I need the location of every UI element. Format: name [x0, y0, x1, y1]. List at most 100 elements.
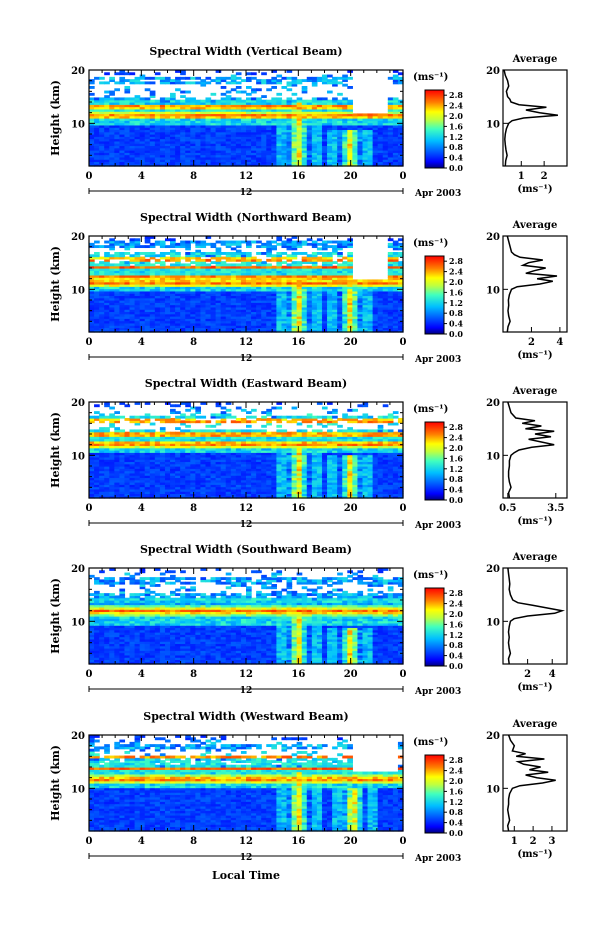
- x-tick-label: 8: [190, 337, 197, 348]
- panel-title: Spectral Width (Southward Beam): [140, 543, 352, 556]
- avg-x-label: (ms⁻¹): [517, 516, 552, 527]
- panel-3: Spectral Width (Eastward Beam)1020Height…: [49, 377, 567, 531]
- colorbar-tick-label: 1.2: [449, 797, 463, 807]
- avg-x-tick-label: 0.5: [499, 503, 516, 514]
- colorbar: [425, 90, 444, 168]
- x-tick-label: 0: [86, 171, 93, 182]
- x-tick-label: 0: [86, 337, 93, 348]
- colorbar-tick-label: 1.6: [449, 453, 463, 463]
- colorbar-tick-label: 2.8: [449, 588, 463, 598]
- x-tick-label: 4: [138, 337, 145, 348]
- avg-y-tick-label: 10: [486, 617, 500, 628]
- colorbar-tick-label: 2.8: [449, 422, 463, 432]
- noon-label: 12: [240, 686, 253, 696]
- colorbar-tick-label: 2.4: [449, 267, 463, 277]
- x-tick-label: 8: [190, 503, 197, 514]
- avg-x-tick-label: 2: [541, 171, 548, 182]
- colorbar-tick-label: 2.4: [449, 101, 463, 111]
- avg-x-tick-label: 4: [549, 669, 556, 680]
- colorbar-tick-label: 1.6: [449, 786, 463, 796]
- x-tick-label: 16: [291, 171, 305, 182]
- x-tick-label: 0: [400, 337, 407, 348]
- x-tick-label: 20: [344, 836, 358, 847]
- avg-x-tick-label: 4: [556, 337, 563, 348]
- y-axis-label: Height (km): [49, 80, 62, 156]
- x-tick-label: 16: [291, 669, 305, 680]
- x-tick-label: 4: [138, 836, 145, 847]
- average-frame: [503, 402, 567, 498]
- avg-x-label: (ms⁻¹): [517, 682, 552, 693]
- x-tick-label: 0: [86, 503, 93, 514]
- y-tick-label: 10: [71, 451, 85, 462]
- colorbar-tick-label: 1.6: [449, 121, 463, 131]
- noon-label: 12: [240, 354, 253, 364]
- colorbar-tick-label: 2.8: [449, 90, 463, 100]
- heatmap-plot: [89, 402, 404, 499]
- x-tick-label: 20: [344, 171, 358, 182]
- heatmap-plot: [89, 568, 404, 665]
- colorbar-tick-label: 2.4: [449, 766, 463, 776]
- avg-y-tick-label: 10: [486, 451, 500, 462]
- y-tick-label: 10: [71, 784, 85, 795]
- x-tick-label: 12: [239, 836, 253, 847]
- average-profile-panel: Average 10 20 2 4 (ms⁻¹): [486, 552, 567, 693]
- avg-x-tick-label: 2: [528, 337, 535, 348]
- x-tick-label: 8: [190, 171, 197, 182]
- colorbar-tick-label: 2.0: [449, 111, 463, 121]
- avg-x-tick-label: 2: [524, 669, 531, 680]
- x-tick-label: 0: [86, 669, 93, 680]
- panel-1: Spectral Width (Vertical Beam)1020Height…: [49, 45, 567, 199]
- panel-title: Spectral Width (Northward Beam): [140, 211, 352, 224]
- colorbar: [425, 422, 444, 500]
- x-tick-label: 0: [86, 836, 93, 847]
- x-tick-label: 12: [239, 503, 253, 514]
- y-tick-label: 20: [71, 232, 85, 243]
- x-tick-label: 8: [190, 836, 197, 847]
- avg-x-label: (ms⁻¹): [517, 350, 552, 361]
- colorbar-tick-label: 0.0: [449, 495, 463, 505]
- panel-title: Spectral Width (Vertical Beam): [149, 45, 342, 58]
- colorbar-tick-label: 0.8: [449, 640, 463, 650]
- heatmap-plot: [89, 236, 404, 333]
- colorbar: [425, 588, 444, 666]
- x-tick-label: 0: [400, 669, 407, 680]
- x-tick-label: 0: [400, 836, 407, 847]
- x-tick-label: 16: [291, 503, 305, 514]
- colorbar-tick-label: 0.0: [449, 329, 463, 339]
- colorbar-tick-label: 1.6: [449, 619, 463, 629]
- avg-y-tick-label: 20: [486, 564, 500, 575]
- colorbar-tick-label: 2.0: [449, 609, 463, 619]
- y-tick-label: 10: [71, 285, 85, 296]
- average-title: Average: [512, 552, 558, 563]
- y-tick-label: 10: [71, 617, 85, 628]
- colorbar-tick-label: 0.0: [449, 163, 463, 173]
- colorbar-tick-label: 0.4: [449, 153, 463, 163]
- colorbar: [425, 755, 444, 833]
- avg-y-tick-label: 20: [486, 398, 500, 409]
- noon-label: 12: [240, 853, 253, 863]
- date-label: Apr 2003: [414, 355, 461, 365]
- y-tick-label: 20: [71, 66, 85, 77]
- colorbar: [425, 256, 444, 334]
- panel-4: Spectral Width (Southward Beam)1020Heigh…: [49, 543, 567, 697]
- x-tick-label: 20: [344, 669, 358, 680]
- colorbar-unit: (ms⁻¹): [413, 404, 448, 415]
- colorbar-tick-label: 2.8: [449, 755, 463, 765]
- x-tick-label: 0: [400, 171, 407, 182]
- date-label: Apr 2003: [414, 189, 461, 199]
- avg-x-tick-label: 1: [511, 836, 518, 847]
- x-tick-label: 4: [138, 669, 145, 680]
- colorbar-tick-label: 0.8: [449, 142, 463, 152]
- colorbar-tick-label: 1.6: [449, 287, 463, 297]
- colorbar-tick-label: 2.8: [449, 256, 463, 266]
- avg-y-tick-label: 10: [486, 119, 500, 130]
- colorbar-tick-label: 0.0: [449, 828, 463, 838]
- avg-x-tick-label: 1: [518, 171, 525, 182]
- average-title: Average: [512, 54, 558, 65]
